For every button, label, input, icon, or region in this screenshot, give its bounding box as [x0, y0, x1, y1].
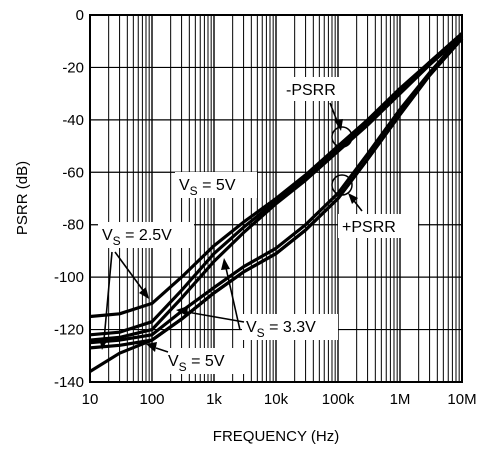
- vs-25v-arrowhead-2: [139, 287, 149, 299]
- vs-33v-arrowhead-2: [221, 258, 230, 270]
- series-line-1: [89, 32, 464, 319]
- psrr-neg-label-bg: [282, 77, 352, 101]
- annotations: -PSRR +PSRR VS = 5V VS = 2.5V VS = 3.3V …: [98, 77, 418, 374]
- y-tick-label: -100: [54, 269, 84, 286]
- vs-25v-arrow-2: [114, 251, 146, 294]
- psrr-pos-arrowhead: [348, 193, 358, 204]
- psrr-neg-marker: [331, 126, 353, 148]
- y-axis-title: PSRR (dB): [14, 161, 31, 235]
- psrr-pos-label-bg: [338, 214, 418, 238]
- vs-5v-bottom-arrowhead: [146, 342, 157, 352]
- vs-5v-bottom-arrow: [155, 347, 169, 353]
- vs-25v-label: VS = 2.5V: [102, 227, 172, 248]
- x-tick-label: 10: [82, 391, 99, 408]
- series-group: [89, 32, 464, 373]
- x-tick-label: 10k: [264, 391, 289, 408]
- psrr-pos-label: +PSRR: [342, 219, 396, 236]
- vs-33v-bg: [242, 314, 338, 340]
- x-axis-title: FREQUENCY (Hz): [213, 428, 339, 445]
- vs-5v-bottom-bg: [164, 348, 246, 374]
- vs-5v-bottom-label: VS = 5V: [168, 353, 225, 374]
- tick-labels: 10 100 1k 10k 100k 1M 10M 0 -20 -40 -60 -80 -100 -120…: [54, 7, 477, 408]
- y-tick-label: -120: [54, 322, 84, 339]
- x-tick-label: 10M: [447, 391, 476, 408]
- series-line-6: [89, 37, 464, 373]
- vs-25v-bg: [98, 222, 194, 248]
- vs-25v-arrow-1: [103, 251, 113, 341]
- psrr-pos-marker: [331, 174, 353, 196]
- x-tick-label: 100k: [322, 391, 355, 408]
- y-tick-label: -20: [62, 59, 84, 76]
- y-tick-label: -60: [62, 164, 84, 181]
- vs-33v-arrow-2: [225, 267, 241, 331]
- series-line-3: [89, 34, 464, 342]
- psrr-neg-arrowhead: [334, 119, 343, 131]
- x-tick-label: 1k: [206, 391, 222, 408]
- psrr-neg-label: -PSRR: [286, 82, 336, 99]
- vs-33v-label: VS = 3.3V: [246, 319, 316, 340]
- vs-33v-arrowhead-1: [176, 306, 188, 316]
- vs-25v-arrowhead-1: [99, 338, 108, 350]
- vs-5v-top-bg: [175, 172, 257, 198]
- x-tick-label: 1M: [390, 391, 411, 408]
- x-tick-label: 100: [139, 391, 164, 408]
- series-line-4: [89, 34, 464, 345]
- vs-33v-arrow-1: [186, 311, 245, 323]
- series-line-2: [89, 32, 464, 337]
- plot-frame: [89, 14, 463, 383]
- vs-5v-top-label: VS = 5V: [179, 177, 236, 198]
- y-tick-label: 0: [76, 7, 84, 24]
- y-tick-label: -140: [54, 374, 84, 391]
- y-tick-label: -80: [62, 217, 84, 234]
- y-tick-label: -40: [62, 112, 84, 129]
